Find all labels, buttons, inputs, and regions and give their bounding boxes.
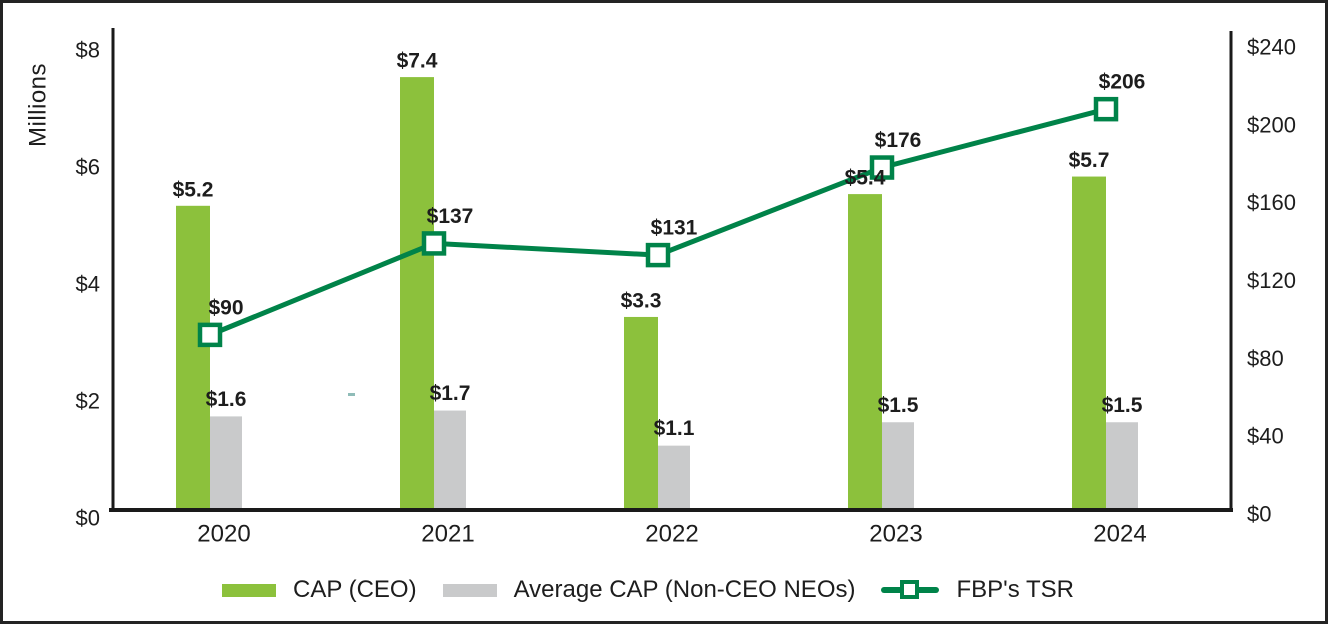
bar-cap-ceo-2023 [848, 194, 882, 510]
x-axis-label-2022: 2022 [645, 521, 698, 548]
cap-ceo-value-2020: $5.2 [173, 178, 214, 201]
legend-item-fbp-tsr: FBP's TSR [881, 576, 1074, 604]
cap-ceo-value-2023: $5.4 [845, 167, 886, 190]
avg-cap-value-2023: $1.5 [878, 394, 919, 417]
left-axis-tick: $0 [76, 506, 100, 531]
bar-avg-cap-2023 [882, 422, 914, 510]
tsr-value-2021: $137 [427, 205, 474, 228]
pay-vs-performance-chart: $0 $2 $4 $6 $8 Millions $0 $40 $80 $120 $160 $200 $2… [25, 28, 1296, 548]
right-axis-tick: $120 [1247, 268, 1296, 293]
right-axis-tick: $80 [1247, 346, 1284, 371]
bar-cap-ceo-2021 [400, 77, 434, 510]
tsr-marker-2020 [197, 322, 223, 348]
avg-cap-swatch [442, 583, 497, 597]
x-axis-label-2021: 2021 [421, 521, 474, 548]
left-axis-tick: $4 [76, 272, 100, 297]
cap-ceo-value-2022: $3.3 [621, 289, 662, 312]
tsr-line-marker-swatch [881, 580, 940, 600]
tsr-marker-2024 [1093, 96, 1119, 122]
bar-avg-cap-2021 [434, 410, 466, 510]
legend-label-cap-ceo: CAP (CEO) [293, 576, 417, 603]
tsr-value-2020: $90 [208, 296, 243, 319]
bar-avg-cap-2022 [658, 445, 690, 510]
left-axis-title: Millions [25, 63, 52, 147]
tsr-value-2023: $176 [875, 129, 922, 152]
avg-cap-value-2022: $1.1 [654, 417, 695, 440]
avg-cap-value-2024: $1.5 [1102, 394, 1143, 417]
tsr-value-2024: $206 [1099, 71, 1146, 94]
legend-label-avg-cap: Average CAP (Non-CEO NEOs) [513, 576, 856, 603]
tsr-value-2022: $131 [651, 217, 698, 240]
bar-cap-ceo-2022 [624, 316, 658, 510]
x-axis-label-2024: 2024 [1093, 521, 1146, 548]
left-axis-tick: $6 [76, 155, 100, 180]
left-axis-tick: $2 [76, 389, 100, 414]
right-axis-tick: $240 [1247, 35, 1296, 60]
avg-cap-value-2021: $1.7 [430, 382, 471, 405]
right-axis-tick: $160 [1247, 190, 1296, 215]
cap-ceo-value-2024: $5.7 [1069, 149, 1110, 172]
legend-label-fbp-tsr: FBP's TSR [956, 576, 1074, 603]
bar-cap-ceo-2024 [1072, 176, 1106, 511]
cap-ceo-swatch [222, 583, 276, 597]
avg-cap-value-2020: $1.6 [206, 388, 247, 411]
bar-avg-cap-2020 [210, 416, 242, 510]
right-axis-tick: $40 [1247, 424, 1284, 449]
legend-item-avg-cap: Average CAP (Non-CEO NEOs) [442, 576, 856, 604]
tsr-marker-2022 [645, 242, 671, 268]
bar-avg-cap-2024 [1106, 422, 1138, 510]
x-axis-label-2020: 2020 [197, 521, 250, 548]
right-axis-tick: $200 [1247, 112, 1296, 137]
stray-artifact-dash [348, 393, 355, 396]
legend: CAP (CEO) Average CAP (Non-CEO NEOs) FBP… [222, 576, 1074, 604]
cap-ceo-value-2021: $7.4 [397, 50, 438, 73]
tsr-marker-2023 [869, 155, 895, 180]
tsr-square-marker-icon [900, 580, 920, 599]
right-axis-tick: $0 [1247, 502, 1271, 527]
x-axis-label-2023: 2023 [869, 521, 922, 548]
legend-item-cap-ceo: CAP (CEO) [222, 576, 417, 604]
left-axis-tick: $8 [76, 38, 100, 63]
tsr-marker-2021 [421, 231, 447, 256]
bar-cap-ceo-2020 [176, 205, 210, 511]
